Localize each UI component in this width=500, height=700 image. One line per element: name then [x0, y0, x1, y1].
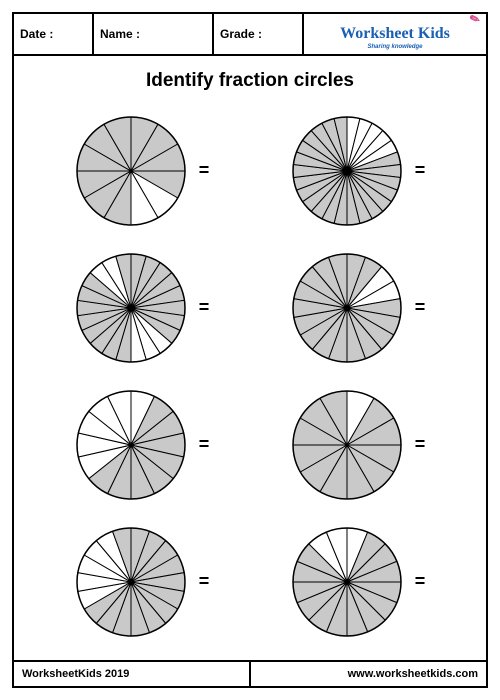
fraction-circle [75, 389, 187, 501]
pencil-icon: ✎ [468, 11, 483, 29]
circles-grid: = = = = = = = = [14, 102, 486, 660]
fraction-circle [291, 526, 403, 638]
fraction-circle [291, 389, 403, 501]
fraction-circle [75, 252, 187, 364]
equals-sign: = [415, 297, 426, 318]
footer-row: WorksheetKids 2019 www.worksheetkids.com [14, 660, 486, 686]
circle-cell: = [34, 513, 250, 650]
equals-sign: = [415, 160, 426, 181]
page-title: Identify fraction circles [14, 56, 486, 102]
circle-cell: = [34, 102, 250, 239]
equals-sign: = [199, 434, 210, 455]
circle-cell: = [34, 376, 250, 513]
circle-cell: = [34, 239, 250, 376]
date-label: Date : [14, 14, 94, 54]
circle-cell: = [250, 513, 466, 650]
grade-label: Grade : [214, 14, 304, 54]
fraction-circle [75, 115, 187, 227]
circle-cell: = [250, 239, 466, 376]
footer-left: WorksheetKids 2019 [14, 662, 249, 686]
logo-text: Worksheet Kids [340, 25, 450, 43]
fraction-circle [291, 115, 403, 227]
fraction-circle [291, 252, 403, 364]
circle-cell: = [250, 102, 466, 239]
worksheet-page: Date : Name : Grade : ✎ Worksheet Kids S… [12, 12, 488, 688]
logo: ✎ Worksheet Kids Sharing knowledge [304, 14, 486, 54]
equals-sign: = [199, 297, 210, 318]
equals-sign: = [415, 571, 426, 592]
header-row: Date : Name : Grade : ✎ Worksheet Kids S… [14, 14, 486, 56]
equals-sign: = [199, 160, 210, 181]
equals-sign: = [199, 571, 210, 592]
fraction-circle [75, 526, 187, 638]
name-label: Name : [94, 14, 214, 54]
equals-sign: = [415, 434, 426, 455]
circle-cell: = [250, 376, 466, 513]
logo-subtitle: Sharing knowledge [367, 44, 422, 50]
footer-right: www.worksheetkids.com [249, 662, 486, 686]
